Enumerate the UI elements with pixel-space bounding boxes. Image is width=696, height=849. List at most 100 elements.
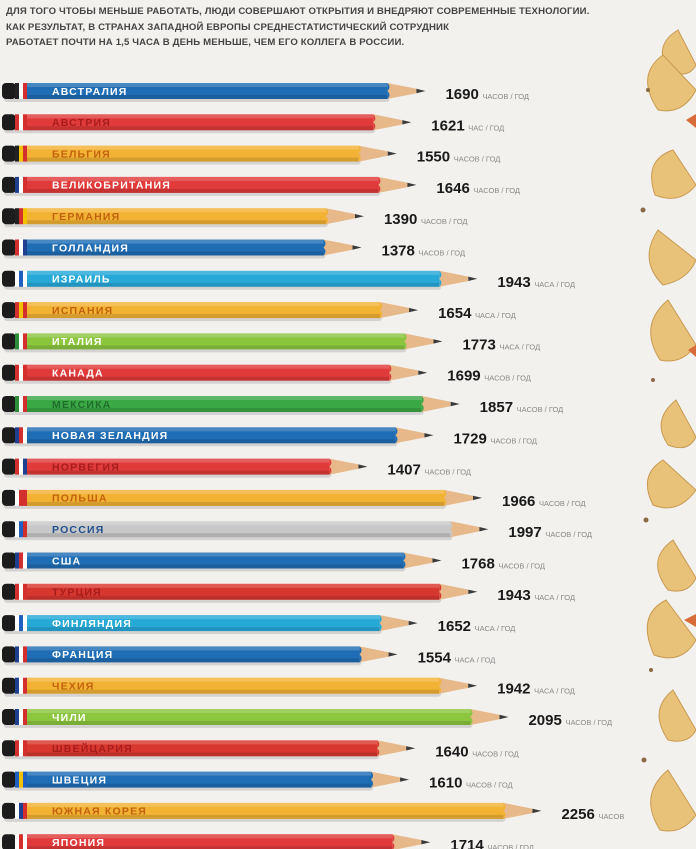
value-label: 1554: [418, 649, 452, 666]
flag-stripe: [15, 677, 19, 694]
flag-stripe: [19, 521, 23, 538]
flag-stripe: [15, 834, 19, 849]
pencil-bar: ЧЕХИЯ 1942 ЧАСА / ГОД: [2, 677, 575, 698]
pencil-body: [27, 583, 440, 600]
pencil-end-cap: [2, 208, 16, 225]
value-label: 1378: [381, 243, 414, 260]
pencil-highlight: [27, 740, 378, 745]
value-label: 2256: [561, 806, 594, 823]
country-label: ФРАНЦИЯ: [52, 649, 113, 661]
pencil-paint-edge: [371, 771, 374, 788]
flag-stripe: [15, 489, 19, 506]
country-label: НОВАЯ ЗЕЛАНДИЯ: [52, 430, 168, 442]
pencil-highlight: [27, 270, 440, 275]
value-label: 1550: [417, 149, 450, 166]
unit-label: ЧАСА / ГОД: [499, 342, 540, 351]
pencil-paint-edge: [439, 677, 442, 694]
pencil-paint-edge: [378, 176, 381, 193]
flag-stripe: [23, 239, 27, 256]
flag-stripe: [15, 646, 19, 663]
country-label: ИСПАНИЯ: [52, 305, 113, 317]
unit-label: ЧАСА / ГОД: [475, 624, 516, 633]
flag-stripe: [19, 364, 23, 381]
pencil-end-cap: [2, 364, 16, 381]
pencil-wood: [470, 709, 500, 725]
value-label: 1729: [453, 430, 486, 447]
flag-stripe: [23, 364, 27, 381]
pencil-end-cap: [2, 771, 16, 788]
pencil-lead: [424, 433, 434, 438]
pencil-lowlight: [27, 345, 405, 350]
flag-stripe: [23, 709, 27, 725]
value-label: 1690: [445, 86, 478, 103]
pencil-wood: [359, 646, 389, 663]
flag-stripe: [15, 771, 19, 788]
flag-stripe: [19, 646, 23, 663]
pencil-lowlight: [27, 501, 445, 506]
pencil-highlight: [27, 458, 330, 463]
flag-stripe: [19, 802, 23, 819]
pencil-paint-edge: [470, 709, 473, 725]
flag-stripe: [23, 552, 27, 569]
country-label: БЕЛЬГИЯ: [52, 148, 111, 160]
pencil-bar: ФРАНЦИЯ 1554 ЧАСА / ГОД: [2, 646, 495, 666]
pencil-highlight: [27, 552, 404, 557]
country-label: МЕКСИКА: [52, 399, 112, 411]
flag-stripe: [23, 427, 27, 444]
pencil-body: [27, 771, 372, 788]
pencil-body: [27, 239, 324, 256]
flag-stripe: [19, 427, 23, 444]
flag-stripe: [15, 615, 19, 632]
pencil-wood: [329, 458, 359, 475]
pencil-wood: [358, 145, 388, 162]
unit-label: ЧАСОВ / ГОД: [565, 718, 612, 727]
pencil-lead: [354, 214, 364, 219]
pencil-highlight: [27, 646, 360, 651]
pencil-lead: [532, 808, 542, 814]
pencil-paint-edge: [503, 802, 506, 819]
pencil-lead: [450, 401, 460, 407]
pencil-paint-edge: [379, 615, 382, 632]
pencil-wood: [323, 239, 353, 256]
flag-stripe: [19, 114, 23, 131]
country-label: ЯПОНИЯ: [52, 837, 105, 849]
pencil-body: [27, 521, 451, 538]
flag-stripe: [19, 83, 23, 99]
flag-stripe: [19, 176, 23, 193]
pencil-lead: [388, 652, 398, 657]
pencil-lowlight: [27, 595, 440, 600]
pencil-wood: [439, 677, 469, 694]
pencil-end-cap: [2, 709, 16, 725]
pencil-body: [27, 615, 380, 632]
pencil-paint-edge: [323, 239, 326, 256]
pencil-wood: [378, 176, 408, 193]
pencil-end-cap: [2, 615, 16, 632]
unit-label: ЧАСОВ / ГОД: [539, 499, 586, 508]
pencil-highlight: [27, 239, 324, 244]
flag-stripe: [23, 615, 27, 632]
country-label: ЧИЛИ: [52, 712, 87, 724]
country-label: ГОЛЛАНДИЯ: [52, 242, 129, 254]
unit-label: ЧАСОВ: [598, 812, 624, 821]
pencil-body: [27, 552, 404, 569]
flag-stripe: [15, 302, 19, 319]
pencil-end-cap: [2, 740, 16, 757]
flag-stripe: [23, 583, 27, 600]
pencil-end-cap: [2, 239, 16, 256]
pencil-highlight: [27, 145, 359, 150]
pencil-highlight: [27, 677, 440, 682]
country-label: ШВЕЙЦАРИЯ: [52, 742, 133, 755]
pencil-lead: [479, 527, 489, 532]
pencil-paint-edge: [439, 583, 442, 600]
flag-stripe: [19, 740, 23, 757]
pencil-highlight: [27, 114, 374, 119]
pencil-lowlight: [27, 282, 440, 287]
value-label: 1390: [384, 211, 417, 228]
pencil-highlight: [27, 302, 381, 307]
pencil-bar: ШВЕЙЦАРИЯ 1640 ЧАСОВ / ГОД: [2, 740, 519, 760]
unit-label: ЧАСОВ / ГОД: [517, 405, 564, 414]
pencil-body: [27, 270, 440, 287]
flag-stripe: [23, 176, 27, 193]
flag-stripe: [23, 458, 27, 475]
